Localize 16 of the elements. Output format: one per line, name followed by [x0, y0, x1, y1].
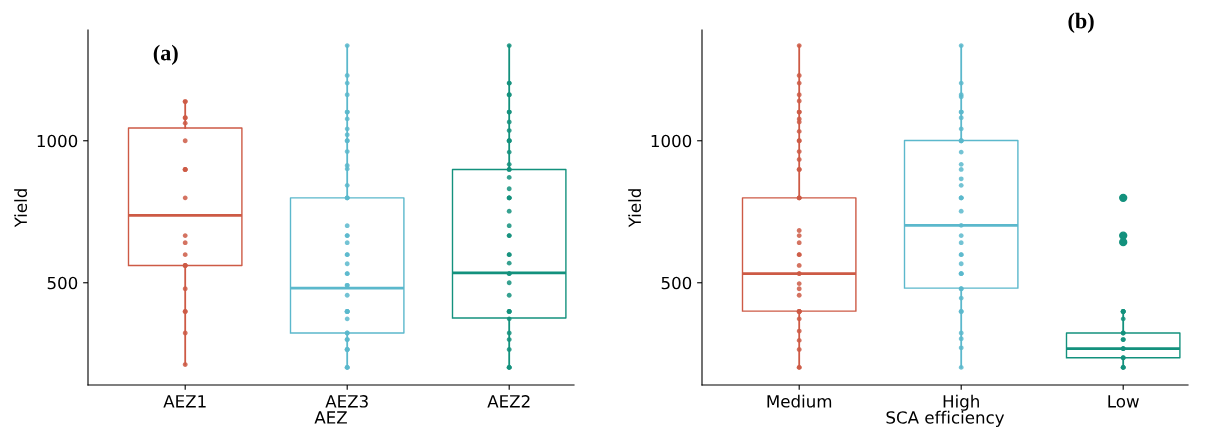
chart-title: (b) — [1068, 12, 1094, 33]
x-tick-label: High — [943, 394, 979, 411]
x-axis-title: SCA efficiency — [886, 410, 1005, 427]
text: (a) — [153, 44, 178, 65]
y-tick-label: 1000 — [37, 134, 78, 148]
x-tick-label: Medium — [767, 394, 832, 408]
y-tick-label: 500 — [47, 276, 78, 290]
x-axis-title: AEZ — [314, 411, 347, 424]
x-tick-label: Low — [1108, 395, 1139, 408]
y-tick-label: 1000 — [651, 134, 692, 148]
y-axis-title: Yield — [14, 189, 28, 228]
y-tick-label: 500 — [661, 276, 692, 290]
x-tick-label: AEZ2 — [487, 395, 530, 408]
x-tick-label: AEZ3 — [325, 395, 368, 408]
x-tick-label: AEZ1 — [163, 395, 206, 408]
y-axis-title: Yield — [628, 189, 642, 228]
